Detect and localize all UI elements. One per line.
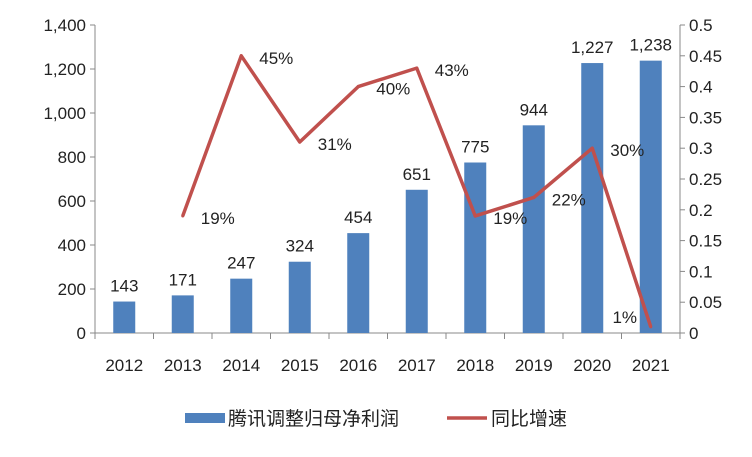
legend-line-label: 同比增速 — [491, 408, 567, 430]
x-tick-label: 2020 — [573, 356, 611, 375]
x-tick-label: 2012 — [105, 356, 143, 375]
bar — [522, 125, 545, 333]
growth-label: 19% — [201, 209, 235, 228]
bar-label: 171 — [169, 270, 197, 289]
growth-point — [473, 214, 477, 218]
bar — [171, 295, 194, 333]
right-tick-label: 0.35 — [689, 108, 722, 127]
growth-label: 45% — [259, 49, 293, 68]
right-tick-label: 0.05 — [689, 293, 722, 312]
growth-label: 30% — [610, 141, 644, 160]
bar-label: 324 — [286, 237, 314, 256]
left-tick-label: 600 — [58, 192, 86, 211]
bar-label: 944 — [520, 100, 548, 119]
right-tick-label: 0.3 — [689, 139, 713, 158]
growth-point — [415, 66, 419, 70]
x-tick-label: 2018 — [456, 356, 494, 375]
growth-label: 43% — [435, 61, 469, 80]
right-tick-label: 0 — [689, 324, 698, 343]
growth-point — [649, 325, 653, 329]
bar — [347, 233, 370, 333]
growth-point — [181, 214, 185, 218]
right-tick-label: 0.5 — [689, 16, 713, 35]
growth-point — [239, 54, 243, 58]
growth-point — [532, 195, 536, 199]
bar-label: 454 — [344, 208, 372, 227]
bar — [464, 162, 487, 333]
bar — [581, 63, 604, 334]
x-tick-label: 2015 — [281, 356, 319, 375]
growth-point — [298, 140, 302, 144]
bar-label: 1,238 — [629, 36, 672, 55]
legend-bar-label: 腾讯调整归母净利润 — [228, 408, 399, 430]
bar-label: 651 — [403, 165, 431, 184]
left-tick-label: 1,200 — [43, 60, 86, 79]
left-tick-label: 1,400 — [43, 16, 86, 35]
growth-label: 19% — [493, 209, 527, 228]
left-tick-label: 200 — [58, 280, 86, 299]
x-tick-label: 2014 — [222, 356, 260, 375]
right-tick-label: 0.45 — [689, 47, 722, 66]
bar — [230, 278, 253, 333]
bar — [639, 60, 662, 333]
left-tick-label: 0 — [77, 324, 86, 343]
left-tick-label: 1,000 — [43, 104, 86, 123]
left-tick-label: 800 — [58, 148, 86, 167]
right-tick-label: 0.15 — [689, 232, 722, 251]
bar — [113, 301, 136, 333]
x-tick-label: 2017 — [398, 356, 436, 375]
bar — [288, 261, 311, 333]
x-tick-label: 2013 — [164, 356, 202, 375]
right-tick-label: 0.1 — [689, 262, 713, 281]
x-tick-label: 2019 — [515, 356, 553, 375]
bar-label: 1,227 — [571, 38, 614, 57]
bar-label: 143 — [110, 277, 138, 296]
left-tick-label: 400 — [58, 236, 86, 255]
right-tick-label: 0.4 — [689, 78, 713, 97]
growth-label: 1% — [612, 308, 637, 327]
bar-label: 247 — [227, 254, 255, 273]
right-tick-label: 0.2 — [689, 201, 713, 220]
right-tick-label: 0.25 — [689, 170, 722, 189]
growth-label: 22% — [552, 190, 586, 209]
x-tick-label: 2016 — [339, 356, 377, 375]
growth-label: 31% — [318, 135, 352, 154]
growth-point — [590, 146, 594, 150]
x-tick-label: 2021 — [632, 356, 670, 375]
legend-bar-swatch — [185, 413, 225, 423]
growth-point — [356, 85, 360, 89]
growth-label: 40% — [376, 80, 410, 99]
bar — [405, 189, 428, 333]
bar-label: 775 — [461, 138, 489, 157]
